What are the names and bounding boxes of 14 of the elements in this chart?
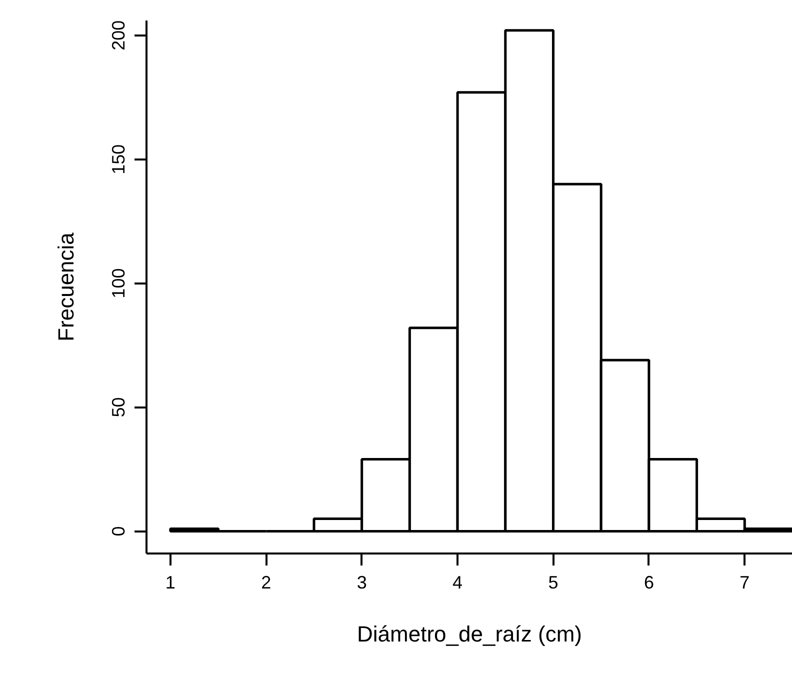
x-tick-label: 1: [165, 572, 176, 592]
y-tick-label: 100: [108, 268, 128, 298]
x-tick-label: 5: [548, 572, 558, 592]
x-tick-label: 3: [356, 572, 367, 592]
y-tick-label: 0: [108, 526, 128, 536]
y-tick-label: 150: [108, 144, 128, 174]
y-tick-label: 200: [108, 20, 128, 50]
x-tick-label: 6: [644, 572, 654, 592]
x-tick-label: 2: [261, 572, 272, 592]
x-tick-label: 4: [452, 572, 463, 592]
x-axis-title: Diámetro_de_raíz (cm): [357, 622, 582, 646]
x-tick-label: 7: [740, 572, 750, 592]
y-axis-title: Frecuencia: [54, 232, 78, 342]
y-tick-label: 50: [108, 397, 128, 418]
